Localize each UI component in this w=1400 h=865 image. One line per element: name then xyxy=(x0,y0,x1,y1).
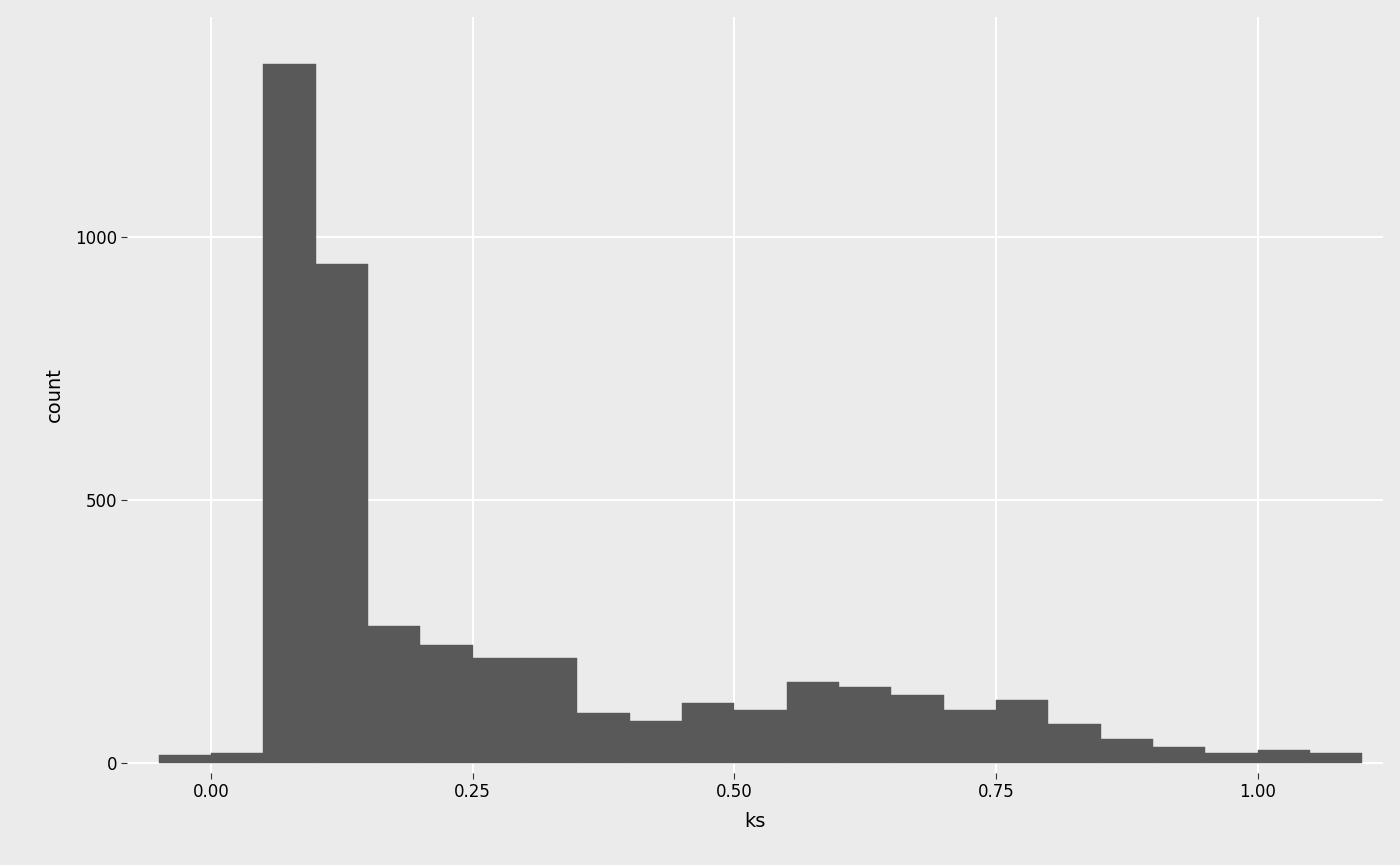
Bar xyxy=(525,658,577,763)
Bar xyxy=(1310,753,1362,763)
Bar xyxy=(682,702,735,763)
Bar xyxy=(1257,750,1310,763)
Bar xyxy=(1100,740,1154,763)
Bar xyxy=(577,713,630,763)
Bar xyxy=(944,710,995,763)
Bar xyxy=(368,626,420,763)
Bar xyxy=(1049,724,1100,763)
Bar xyxy=(211,753,263,763)
Bar xyxy=(1154,747,1205,763)
Y-axis label: count: count xyxy=(45,367,63,422)
X-axis label: ks: ks xyxy=(745,812,766,831)
Bar xyxy=(1205,753,1257,763)
Bar xyxy=(473,658,525,763)
Bar xyxy=(263,64,316,763)
Bar xyxy=(839,687,892,763)
Bar xyxy=(420,644,473,763)
Bar xyxy=(735,710,787,763)
Bar xyxy=(316,264,368,763)
Bar xyxy=(787,682,839,763)
Bar xyxy=(630,721,682,763)
Bar xyxy=(158,755,211,763)
Bar xyxy=(995,700,1049,763)
Bar xyxy=(892,695,944,763)
